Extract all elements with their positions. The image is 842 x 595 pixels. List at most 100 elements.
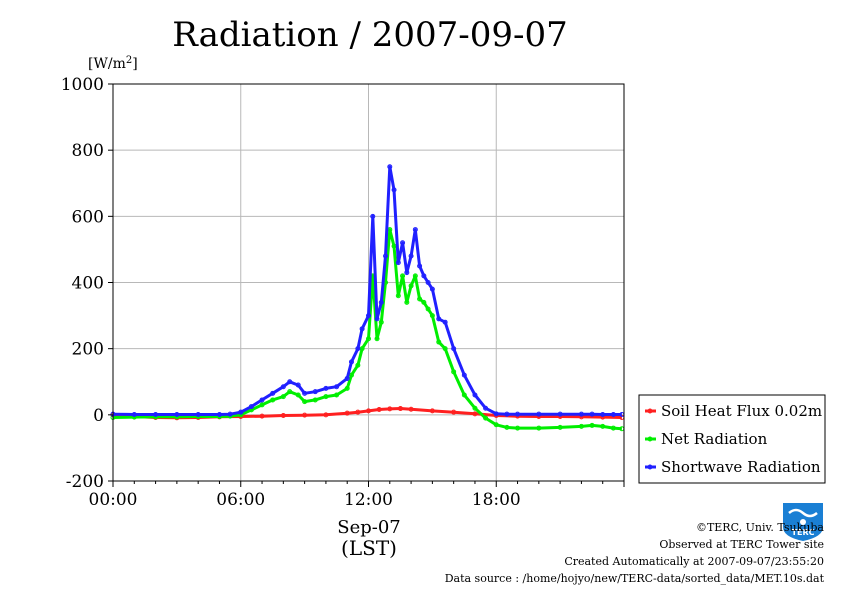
data-point <box>408 406 414 412</box>
data-point <box>589 422 595 428</box>
data-point <box>472 392 478 398</box>
logo-text: TERC <box>792 528 815 537</box>
copyright-text: ©TERC, Univ. Tsukuba <box>695 521 824 534</box>
data-point <box>442 319 448 325</box>
data-point <box>397 406 403 412</box>
legend-label: Shortwave Radiation <box>661 458 821 476</box>
data-point <box>334 384 340 390</box>
data-point <box>412 273 418 279</box>
data-point <box>302 412 308 418</box>
data-point <box>174 412 180 418</box>
data-point <box>400 240 406 246</box>
data-point <box>359 326 365 332</box>
data-point <box>493 422 499 428</box>
data-point <box>378 319 384 325</box>
data-point <box>472 411 478 417</box>
data-source-text: Data source : /home/hojyo/new/TERC-data/… <box>444 572 824 585</box>
data-point <box>589 411 595 417</box>
x-tick-label: 12:00 <box>344 490 393 510</box>
y-tick-label: -200 <box>66 472 104 492</box>
data-point <box>287 379 293 385</box>
data-point <box>515 425 521 431</box>
data-point <box>425 306 431 312</box>
legend-label: Net Radiation <box>661 430 768 448</box>
data-point <box>383 253 389 259</box>
x-tick-label: 18:00 <box>472 490 521 510</box>
y-axis-unit-label: [W/m2] <box>88 55 138 72</box>
data-point <box>378 299 384 305</box>
axes: -200 0 200 400 600 800 1000 00:00 06:00 12:00 18:0… <box>61 75 625 510</box>
data-point <box>610 425 616 431</box>
data-point <box>344 385 350 391</box>
data-point <box>323 385 329 391</box>
data-point <box>436 339 442 345</box>
data-point <box>344 375 350 381</box>
data-point <box>451 346 457 352</box>
data-point <box>312 397 318 403</box>
data-point <box>216 412 222 418</box>
data-point <box>195 412 201 418</box>
data-point <box>323 394 329 400</box>
data-point <box>153 412 159 418</box>
data-point <box>442 346 448 352</box>
series-line <box>112 228 623 431</box>
data-point <box>395 260 401 266</box>
data-point <box>374 316 380 322</box>
y-tick-label: 800 <box>72 141 104 161</box>
data-point <box>248 404 254 410</box>
data-point <box>557 424 563 430</box>
observed-text: Observed at TERC Tower site <box>659 538 824 551</box>
data-point <box>323 412 329 418</box>
x-tick-label: 06:00 <box>216 490 265 510</box>
data-point <box>348 359 354 365</box>
logo-wave-mark <box>788 508 818 518</box>
data-point <box>417 263 423 269</box>
legend-marker <box>647 464 653 470</box>
data-point <box>429 313 435 319</box>
data-point <box>302 390 308 396</box>
series-line <box>112 165 622 416</box>
data-point <box>344 410 350 416</box>
legend-marker <box>647 436 653 442</box>
data-point <box>417 296 423 302</box>
y-tick-label: 400 <box>72 274 104 294</box>
data-point <box>295 382 301 388</box>
data-point <box>302 399 308 405</box>
data-point <box>493 411 499 417</box>
data-point <box>429 408 435 414</box>
data-point <box>259 397 265 403</box>
series-lines <box>110 164 625 432</box>
data-point <box>227 411 233 417</box>
data-point <box>483 415 489 421</box>
data-point <box>287 389 293 395</box>
data-point <box>600 412 606 418</box>
data-point <box>334 392 340 398</box>
data-point <box>436 316 442 322</box>
data-point <box>461 392 467 398</box>
data-point <box>536 425 542 431</box>
data-point <box>600 423 606 429</box>
data-point <box>451 369 457 375</box>
y-tick-label: 1000 <box>61 75 104 95</box>
legend: Soil Heat Flux 0.02m Net Radiation Shortwa… <box>638 394 826 484</box>
data-point <box>515 411 521 417</box>
y-unit-superscript: 2 <box>126 55 132 66</box>
data-point <box>472 405 478 411</box>
data-point <box>259 402 265 408</box>
data-point <box>131 412 137 418</box>
data-point <box>387 164 393 170</box>
data-point <box>370 213 376 219</box>
logo-dot-mark <box>800 519 806 525</box>
data-point <box>395 293 401 299</box>
data-point <box>404 270 410 276</box>
data-point <box>408 283 414 289</box>
data-point <box>366 336 371 342</box>
y-unit-open: [W/m <box>88 56 126 72</box>
y-tick-label: 0 <box>93 406 104 426</box>
data-point <box>270 390 276 396</box>
data-point <box>578 423 584 429</box>
data-point <box>421 273 427 279</box>
data-point <box>238 409 244 415</box>
legend-marker <box>647 408 653 414</box>
